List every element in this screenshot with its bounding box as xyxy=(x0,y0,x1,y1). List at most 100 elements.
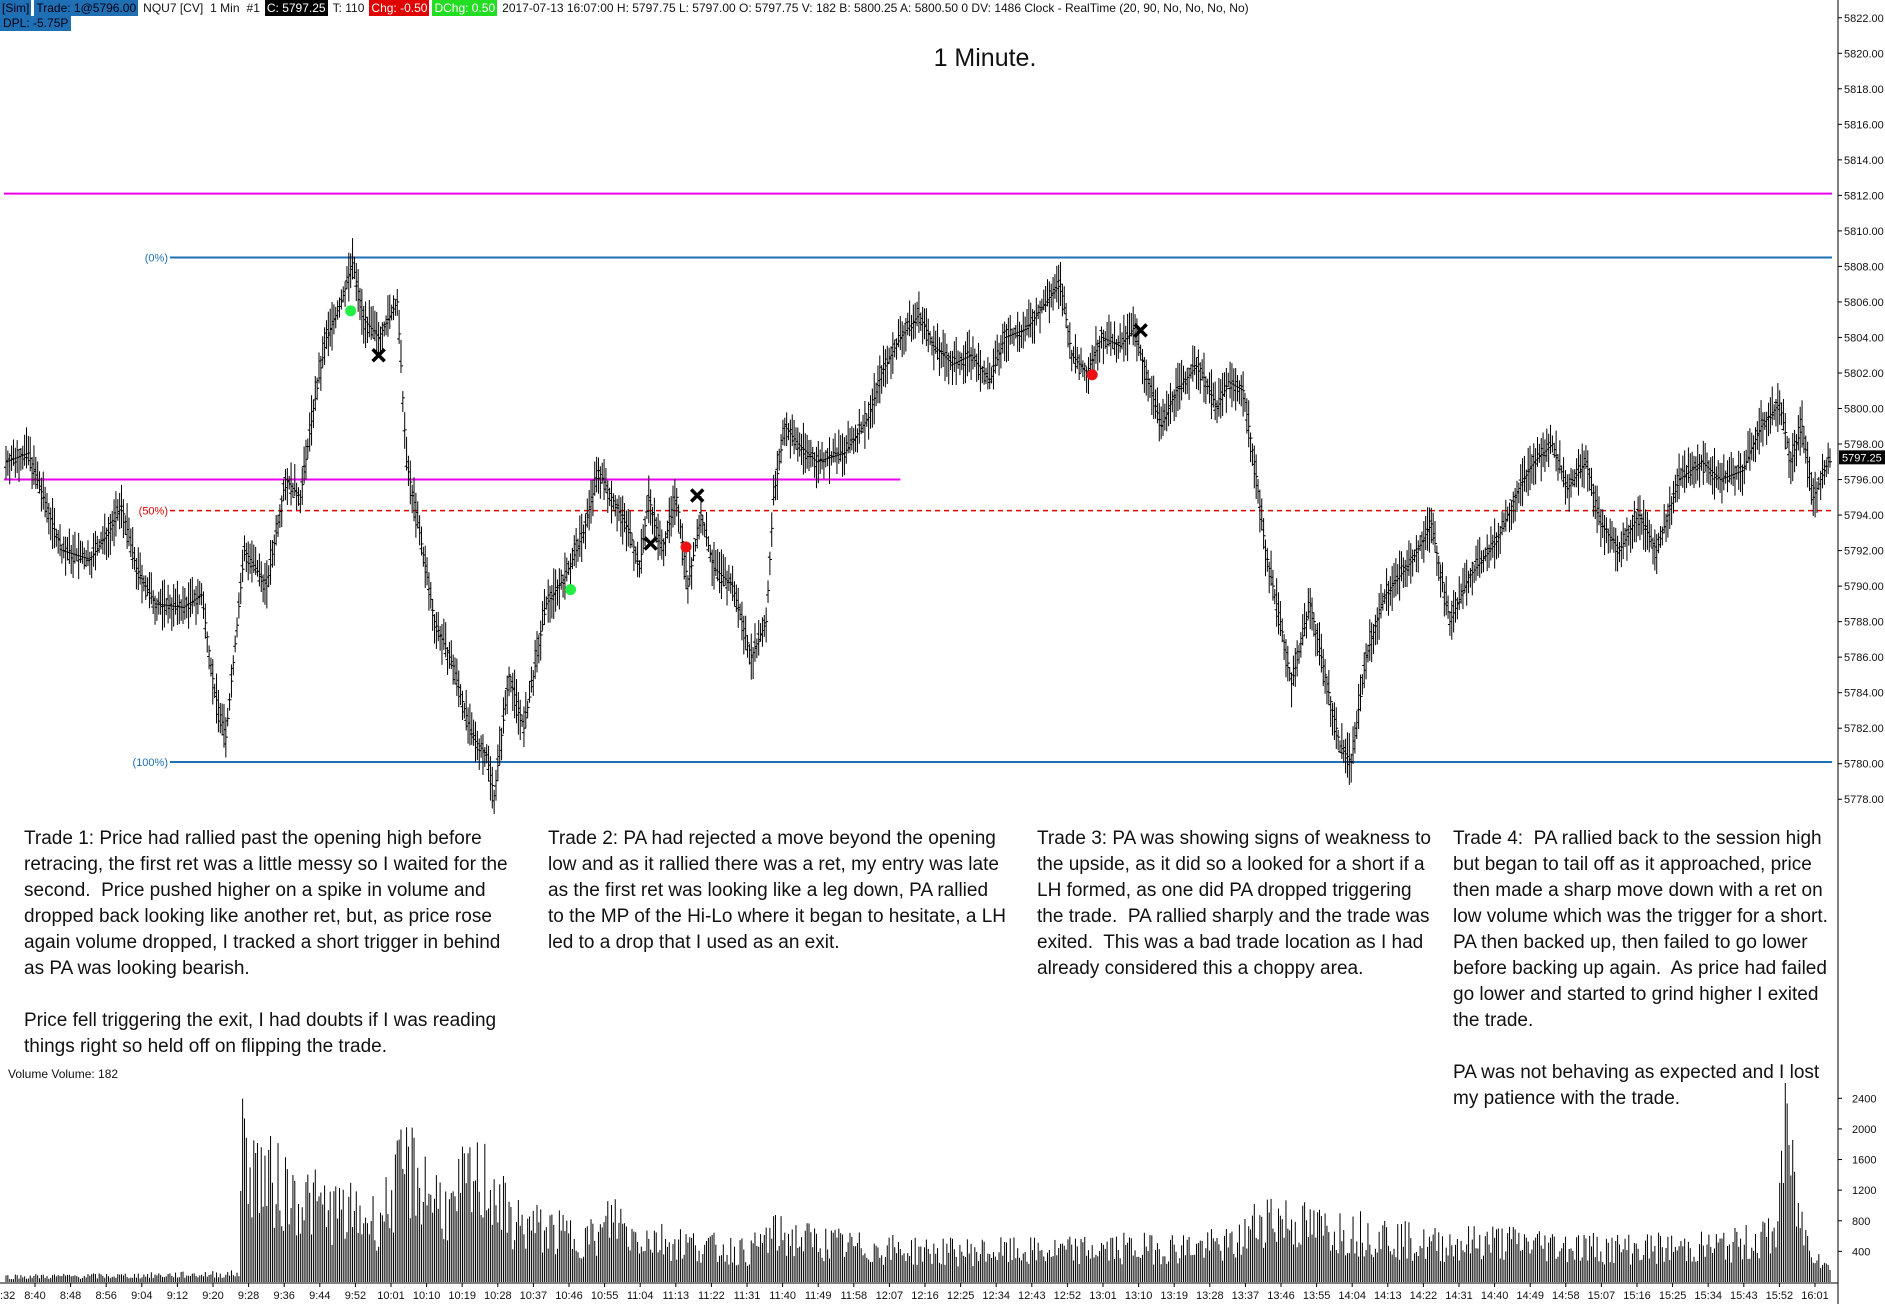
time-tick-label: 9:04 xyxy=(131,1290,152,1302)
time-tick-label: 11:31 xyxy=(734,1290,761,1302)
fib-100-label: (100%) xyxy=(133,757,168,769)
note-trade-1: Trade 1: Price had rallied past the open… xyxy=(24,828,508,1057)
status-instrument: NQU7 [CV] xyxy=(143,1,204,15)
exit-marker xyxy=(643,536,658,551)
status-change: Chg: -0.50 xyxy=(369,0,430,16)
time-tick-label: 15:43 xyxy=(1730,1290,1758,1302)
time-tick-label: 10:10 xyxy=(413,1290,441,1302)
price-tick-label: 5802.00 xyxy=(1844,368,1884,380)
time-tick-label: 9:12 xyxy=(167,1290,188,1302)
status-chart-no: #1 xyxy=(246,1,260,15)
time-tick-label: 13:01 xyxy=(1089,1290,1117,1302)
price-tick-label: 5808.00 xyxy=(1844,261,1884,273)
time-tick-label: 12:25 xyxy=(947,1290,975,1302)
status-ticks: T: 110 xyxy=(332,1,365,15)
volume-tick-label: 2000 xyxy=(1852,1124,1876,1136)
time-tick-label: 9:44 xyxy=(309,1290,330,1302)
time-tick-label: 9:20 xyxy=(202,1290,223,1302)
time-tick-label: 8:40 xyxy=(24,1290,45,1302)
time-tick-label: 11:49 xyxy=(805,1290,832,1302)
status-bar: [Sim] Trade: 1@5796.00 NQU7 [CV] 1 Min #… xyxy=(0,0,1254,16)
time-tick-label: 11:22 xyxy=(698,1290,725,1302)
fib-50-label: (50%) xyxy=(139,506,168,518)
price-tick-label: 5778.00 xyxy=(1844,794,1884,806)
time-tick-label: 12:43 xyxy=(1018,1290,1046,1302)
time-tick-label: 10:01 xyxy=(377,1290,405,1302)
time-tick-label: 10:55 xyxy=(591,1290,619,1302)
time-tick-label: 15:52 xyxy=(1766,1290,1794,1302)
price-tick-label: 5820.00 xyxy=(1844,48,1884,60)
time-tick-label: 14:04 xyxy=(1338,1290,1366,1302)
time-tick-label: 15:16 xyxy=(1623,1290,1651,1302)
time-tick-label: 13:19 xyxy=(1160,1290,1188,1302)
volume-tick-label: 400 xyxy=(1852,1246,1870,1258)
price-tick-label: 5796.00 xyxy=(1844,475,1884,487)
time-tick-label: 14:49 xyxy=(1516,1290,1544,1302)
time-tick-label: 14:58 xyxy=(1552,1290,1580,1302)
volume-label: Volume Volume: 182 xyxy=(8,1067,119,1081)
price-tick-label: 5804.00 xyxy=(1844,332,1884,344)
time-tick-label: :32 xyxy=(0,1290,15,1302)
status-info: 2017-07-13 16:07:00 H: 5797.75 L: 5797.0… xyxy=(502,1,1249,15)
price-tick-label: 5814.00 xyxy=(1844,155,1884,167)
time-tick-label: 12:34 xyxy=(982,1290,1010,1302)
last-price-box xyxy=(1839,450,1885,465)
chart-title: 1 Minute. xyxy=(933,44,1037,72)
exit-marker xyxy=(1133,323,1148,338)
short-entry-marker xyxy=(680,541,692,553)
price-tick-label: 5798.00 xyxy=(1844,439,1884,451)
price-tick-label: 5810.00 xyxy=(1844,226,1884,238)
status-account: [Sim] xyxy=(0,0,32,16)
time-tick-label: 15:34 xyxy=(1694,1290,1722,1302)
short-entry-marker xyxy=(1086,369,1098,381)
time-tick-label: 12:07 xyxy=(876,1290,904,1302)
note-trade-2: Trade 2: PA had rejected a move beyond t… xyxy=(548,828,1012,953)
time-tick-label: 9:52 xyxy=(345,1290,366,1302)
last-price-label: 5797.25 xyxy=(1842,452,1882,464)
time-tick-label: 11:58 xyxy=(840,1290,867,1302)
time-tick-label: 16:01 xyxy=(1801,1290,1829,1302)
time-tick-label: 14:22 xyxy=(1410,1290,1438,1302)
price-tick-label: 5790.00 xyxy=(1844,581,1884,593)
status-day-change: DChg: 0.50 xyxy=(432,0,498,16)
time-tick-label: 10:46 xyxy=(555,1290,583,1302)
fib-0-label: (0%) xyxy=(145,253,168,265)
time-tick-label: 9:36 xyxy=(273,1290,294,1302)
price-tick-label: 5806.00 xyxy=(1844,297,1884,309)
time-tick-label: 11:13 xyxy=(662,1290,689,1302)
price-tick-label: 5784.00 xyxy=(1844,688,1884,700)
time-tick-label: 11:40 xyxy=(769,1290,796,1302)
price-tick-label: 5782.00 xyxy=(1844,723,1884,735)
status-close: C: 5797.25 xyxy=(264,0,328,16)
time-tick-label: 13:28 xyxy=(1196,1290,1224,1302)
volume-tick-label: 2400 xyxy=(1852,1093,1876,1105)
price-tick-label: 5822.00 xyxy=(1844,13,1884,25)
time-tick-label: 10:37 xyxy=(520,1290,548,1302)
volume-tick-label: 800 xyxy=(1852,1216,1870,1228)
price-tick-label: 5792.00 xyxy=(1844,546,1884,558)
time-tick-label: 13:10 xyxy=(1125,1290,1153,1302)
price-tick-label: 5818.00 xyxy=(1844,84,1884,96)
volume-tick-label: 1200 xyxy=(1852,1185,1876,1197)
time-tick-label: 14:31 xyxy=(1445,1290,1473,1302)
exit-marker xyxy=(371,347,386,363)
time-tick-label: 13:55 xyxy=(1303,1290,1331,1302)
long-entry-marker xyxy=(345,305,357,317)
long-entry-marker xyxy=(565,584,577,596)
volume-tick-label: 1600 xyxy=(1852,1155,1876,1167)
note-trade-3: Trade 3: PA was showing signs of weaknes… xyxy=(1037,828,1437,979)
note-trade-4: Trade 4: PA rallied back to the session … xyxy=(1453,828,1828,1109)
status-interval: 1 Min xyxy=(210,1,240,15)
time-tick-label: 8:48 xyxy=(60,1290,81,1302)
price-tick-label: 5812.00 xyxy=(1844,190,1884,202)
time-tick-label: 10:19 xyxy=(448,1290,476,1302)
status-trade: Trade: 1@5796.00 xyxy=(34,0,139,16)
time-tick-label: 12:52 xyxy=(1054,1290,1082,1302)
time-tick-label: 14:13 xyxy=(1374,1290,1402,1302)
price-tick-label: 5788.00 xyxy=(1844,617,1884,629)
time-tick-label: 10:28 xyxy=(484,1290,512,1302)
exit-marker xyxy=(689,488,705,503)
time-tick-label: 13:37 xyxy=(1232,1290,1260,1302)
time-tick-label: 9:28 xyxy=(238,1290,259,1302)
